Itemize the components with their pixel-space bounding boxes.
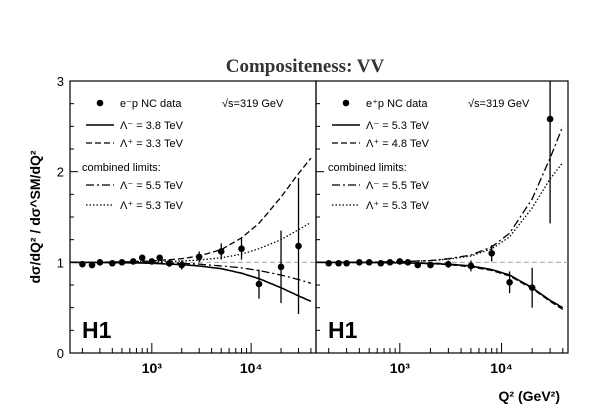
plot-frame	[315, 80, 569, 354]
data-point	[96, 259, 104, 266]
data-point	[404, 259, 412, 266]
data-point	[295, 242, 302, 250]
data-point	[148, 258, 156, 265]
legend-label: Λ⁺ = 5.3 TeV	[366, 200, 430, 212]
curve-dashdot	[70, 261, 312, 284]
legend-header: combined limits:	[82, 162, 161, 174]
data-point	[356, 259, 363, 266]
data-point	[396, 258, 404, 265]
legend-label: Λ⁺ = 3.3 TeV	[120, 138, 184, 150]
data-point	[528, 284, 536, 292]
curve-dashdot	[316, 126, 564, 263]
data-point	[427, 261, 434, 269]
legend: e⁻p NC data Λ⁻ = 3.8 TeV Λ⁺ = 3.3 TeV combi…	[82, 98, 184, 212]
data-point	[156, 254, 163, 262]
chart-title: Compositeness: VV	[226, 56, 385, 77]
curve-dotted	[316, 162, 564, 263]
legend-label: e⁺p NC data	[366, 98, 428, 110]
x-tick-label: 10³	[142, 360, 163, 376]
legend-label: Λ⁻ = 5.5 TeV	[366, 180, 430, 192]
data-point	[88, 261, 96, 269]
data-point	[386, 259, 394, 266]
h1-logo: H1	[328, 317, 358, 343]
panel-e-p: 0 1 2 3 10³ 10⁴ e⁻p NC data Λ⁻ = 3.8 TeV Λ⁺ = 3.…	[57, 74, 317, 376]
legend-label: Λ⁺ = 4.8 TeV	[366, 138, 430, 150]
data-point	[79, 260, 86, 268]
x-tick-label: 10³	[390, 360, 411, 376]
data-point	[118, 259, 126, 266]
curve-group	[70, 157, 312, 303]
data-points	[79, 178, 302, 315]
x-tick-label: 10⁴	[240, 360, 263, 376]
data-point	[138, 254, 146, 262]
data-point	[467, 262, 475, 270]
data-point	[166, 259, 173, 267]
data-point	[414, 261, 422, 269]
curve-solid	[316, 261, 564, 309]
y-tick-label: 0	[57, 346, 64, 361]
data-point	[325, 259, 333, 267]
x-tick-label: 10⁴	[490, 360, 513, 376]
curve-dashed	[316, 261, 564, 311]
data-point	[445, 260, 452, 268]
curve-group	[316, 126, 564, 311]
plot-frame	[69, 80, 317, 354]
data-point	[377, 259, 385, 267]
data-point	[277, 263, 285, 271]
legend-marker	[96, 99, 104, 107]
legend: e⁺p NC data Λ⁻ = 5.3 TeV Λ⁺ = 4.8 TeV combi…	[328, 98, 430, 212]
data-point	[178, 261, 186, 269]
h1-logo: H1	[82, 317, 112, 343]
legend-label: Λ⁻ = 5.5 TeV	[120, 180, 184, 192]
legend-marker	[342, 99, 350, 107]
data-point	[195, 253, 203, 261]
legend-label: Λ⁺ = 5.3 TeV	[120, 200, 184, 212]
data-point	[335, 259, 342, 267]
y-axis-label: dσ/dQ² / dσ^SM/dQ²	[27, 150, 43, 283]
data-point	[129, 258, 137, 265]
y-tick-label: 3	[57, 74, 64, 89]
data-point	[255, 280, 263, 288]
data-point	[365, 259, 373, 266]
data-points	[325, 81, 554, 308]
data-point	[217, 248, 225, 255]
data-point	[238, 245, 245, 253]
data-point	[488, 249, 495, 257]
curve-dotted	[70, 221, 312, 263]
legend-header: combined limits:	[328, 162, 407, 174]
data-point	[109, 259, 116, 267]
legend-label: Λ⁻ = 5.3 TeV	[366, 120, 430, 132]
sqrt-s-label: √s=319 GeV	[222, 98, 284, 110]
legend-label: e⁻p NC data	[120, 98, 182, 110]
x-axis-label: Q² (GeV²)	[499, 388, 560, 404]
panels-layer: 0 1 2 3 10³ 10⁴ e⁻p NC data Λ⁻ = 3.8 TeV Λ⁺ = 3.…	[57, 74, 569, 376]
y-tick-label: 1	[57, 255, 64, 270]
data-point	[343, 259, 350, 267]
data-point	[546, 115, 554, 123]
data-point	[506, 278, 513, 286]
legend-label: Λ⁻ = 3.8 TeV	[120, 120, 184, 132]
sqrt-s-label: √s=319 GeV	[468, 98, 530, 110]
y-tick-label: 2	[57, 165, 64, 180]
curve-solid	[70, 261, 312, 303]
panel-e+p: 10³ 10⁴ e⁺p NC data Λ⁻ = 5.3 TeV Λ⁺ = 4.8 Te…	[315, 80, 569, 376]
